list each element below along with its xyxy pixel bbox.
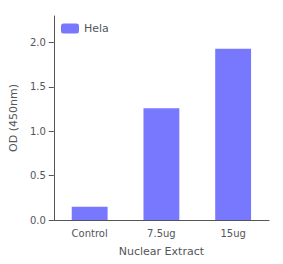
svg-text:Hela: Hela [84, 22, 109, 35]
svg-text:1.0: 1.0 [30, 126, 46, 137]
svg-text:1.5: 1.5 [30, 81, 46, 92]
svg-text:0.0: 0.0 [30, 215, 46, 226]
svg-text:Nuclear Extract: Nuclear Extract [119, 245, 205, 258]
svg-text:0.5: 0.5 [30, 170, 46, 181]
svg-text:OD (450nm): OD (450nm) [7, 84, 20, 152]
svg-text:7.5ug: 7.5ug [147, 228, 176, 239]
svg-text:15ug: 15ug [220, 228, 245, 239]
svg-text:Control: Control [72, 228, 108, 239]
svg-text:2.0: 2.0 [30, 37, 46, 48]
